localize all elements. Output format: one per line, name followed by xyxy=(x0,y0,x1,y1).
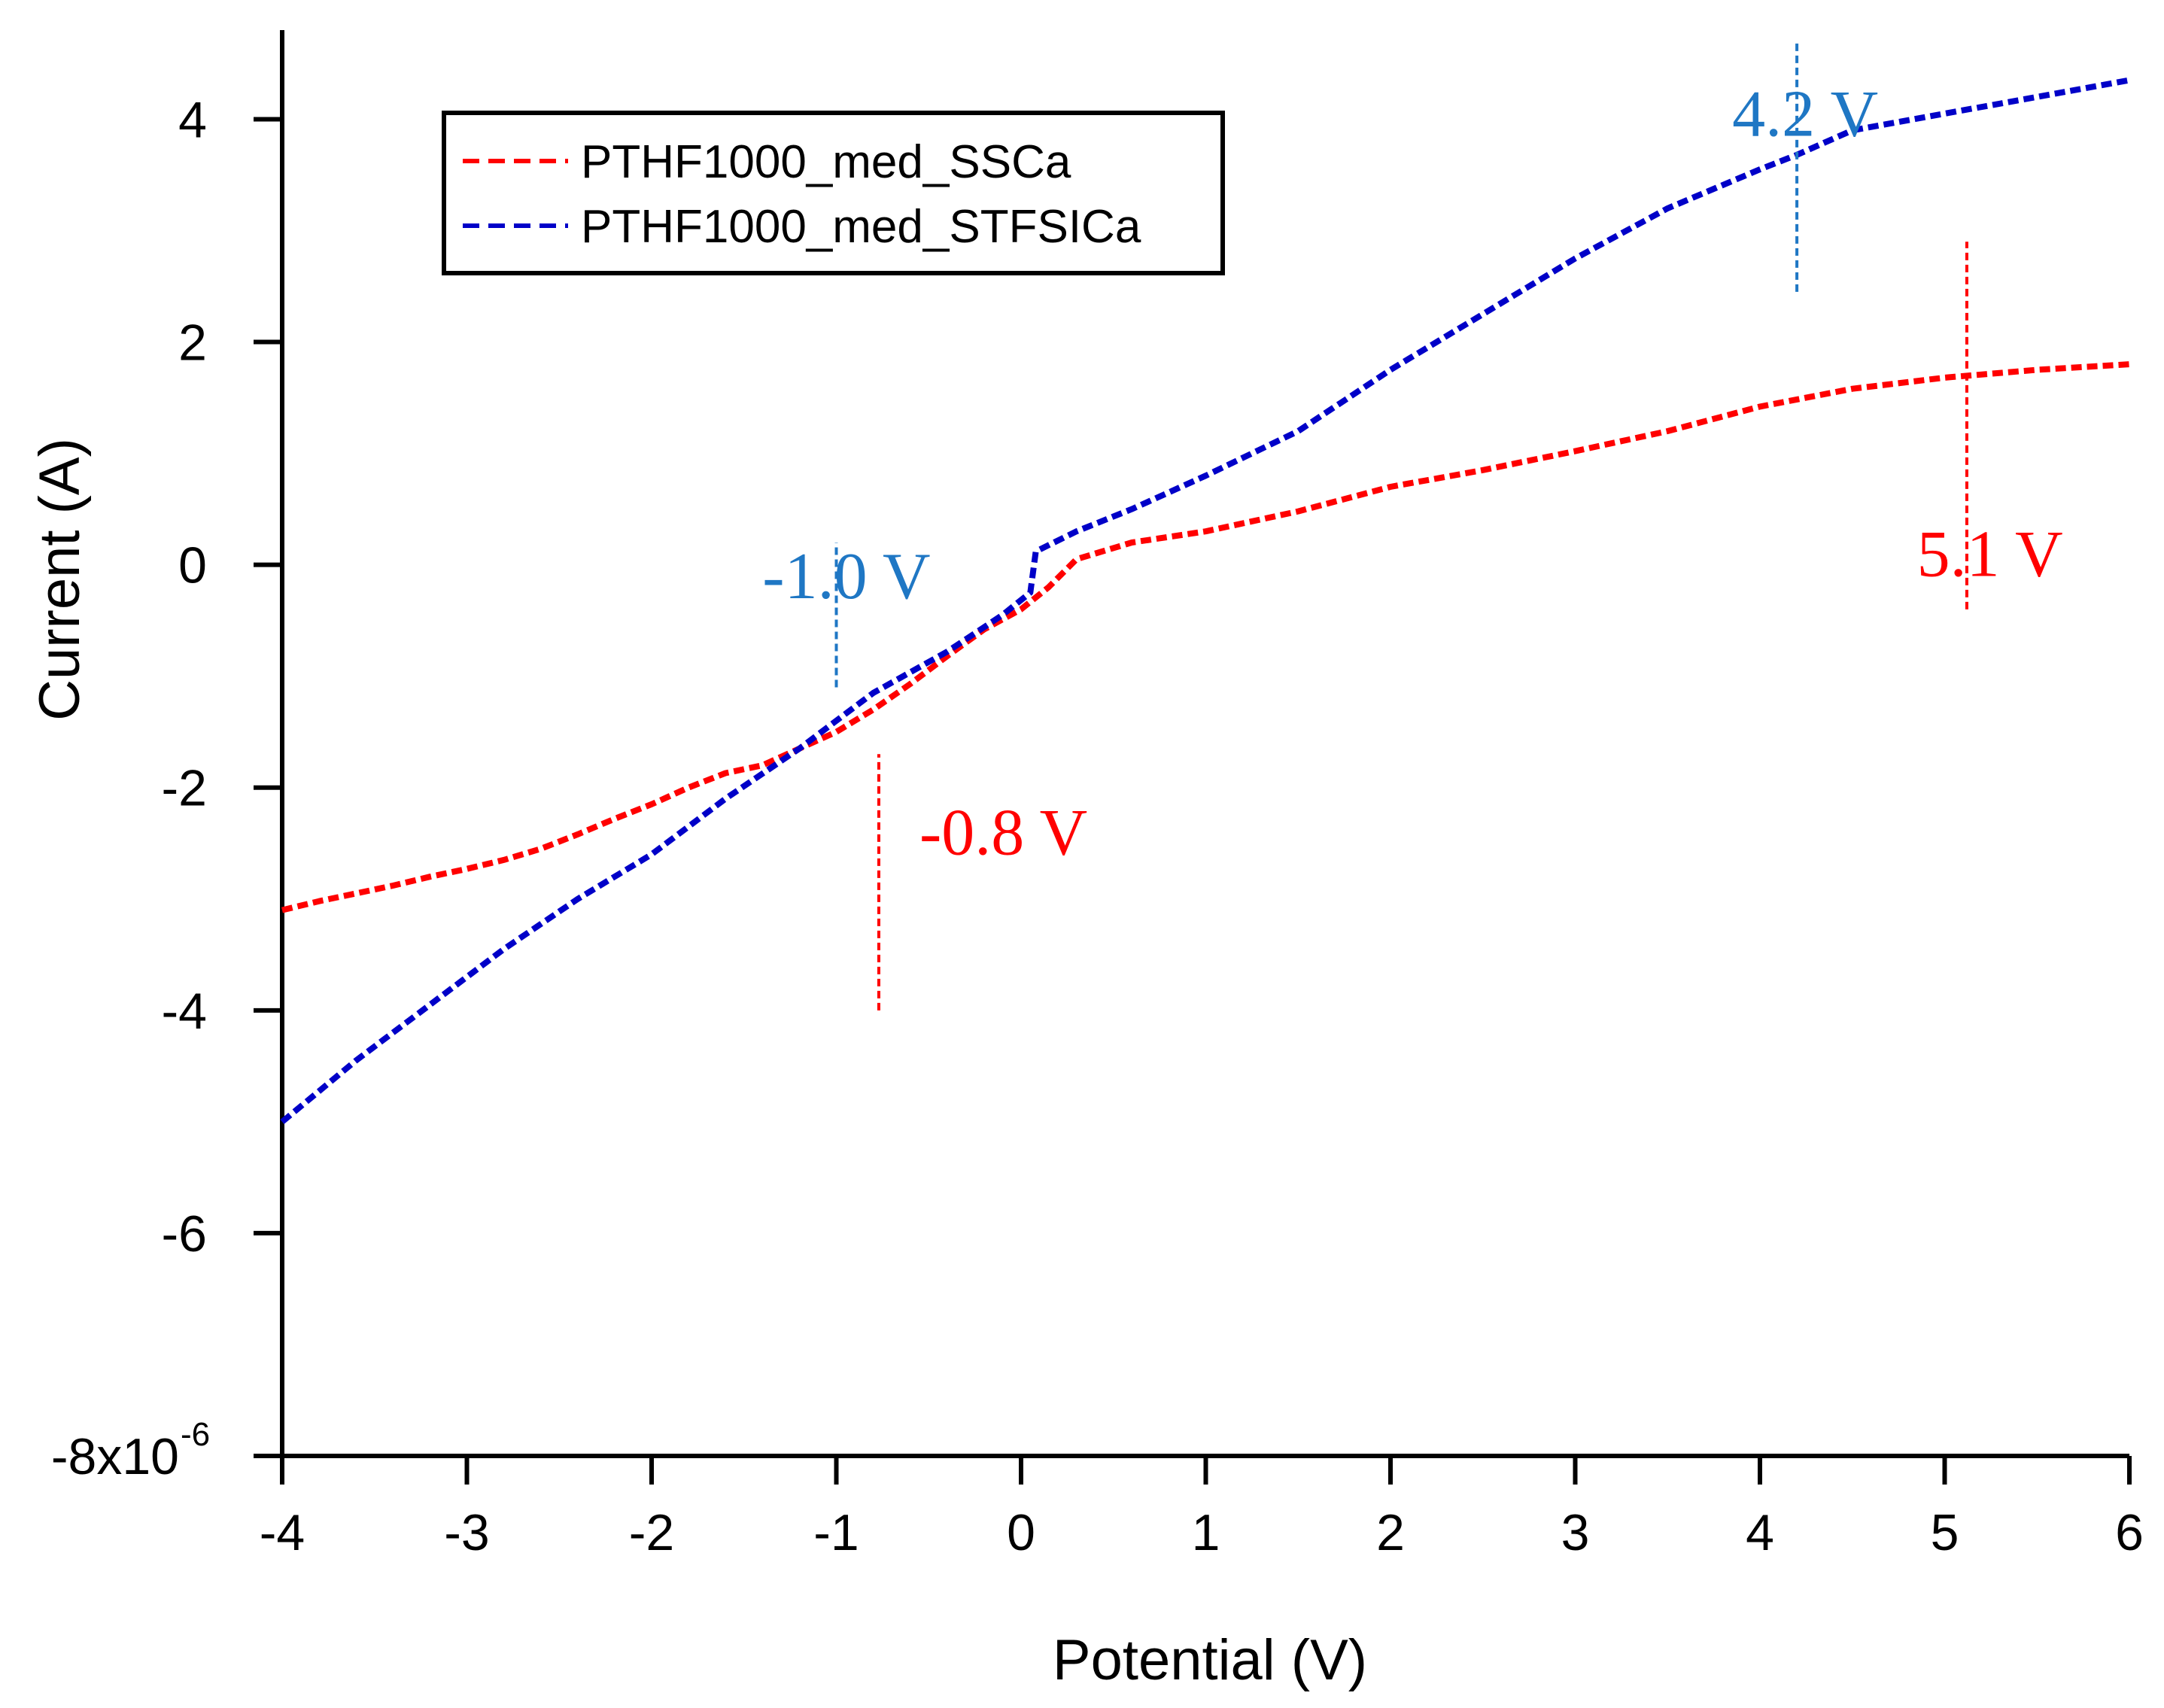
y-tick-label: 2 xyxy=(178,315,207,372)
legend-label-ssca: PTHF1000_med_SSCa xyxy=(581,136,1071,188)
y-tick-label: -4 xyxy=(162,983,207,1040)
annotation-label: -1.0 V xyxy=(762,540,930,613)
x-tick-label: -2 xyxy=(629,1504,674,1561)
x-tick-label: -4 xyxy=(260,1504,305,1561)
legend: PTHF1000_med_SSCa PTHF1000_med_STFSICa xyxy=(442,111,1225,275)
annotation-label: 5.1 V xyxy=(1917,518,2063,591)
x-tick-label: -1 xyxy=(813,1504,859,1561)
y-exponent-label: -6 xyxy=(181,1416,210,1453)
y-tick-label: 4 xyxy=(178,91,207,148)
x-tick-label: 3 xyxy=(1561,1504,1590,1561)
series-line-0 xyxy=(281,361,2130,913)
x-tick-label: 1 xyxy=(1192,1504,1220,1561)
legend-label-stfsica: PTHF1000_med_STFSICa xyxy=(581,201,1141,253)
x-tick-label: -3 xyxy=(444,1504,489,1561)
y-axis-title: Current (A) xyxy=(28,438,92,721)
series-layer xyxy=(280,77,2130,1124)
y-tick-label: -6 xyxy=(162,1205,207,1263)
x-tick-label: 5 xyxy=(1931,1504,1959,1561)
x-ticks: -4 -3 -2 -1 0 1 2 3 4 5 6 xyxy=(260,1456,2144,1561)
annotation-label: 4.2 V xyxy=(1732,78,1878,151)
y-tick-label: -8x10 xyxy=(51,1428,179,1485)
y-ticks: 420-2-4-6-8x10 -6 xyxy=(51,91,282,1485)
x-tick-label: 2 xyxy=(1376,1504,1405,1561)
x-tick-label: 0 xyxy=(1007,1504,1035,1561)
legend-box xyxy=(442,111,1225,275)
x-tick-label: 6 xyxy=(2115,1504,2144,1561)
annotation-label: -0.8 V xyxy=(919,797,1087,870)
annotation-layer: -1.0 V -0.8 V 4.2 V 5.1 V xyxy=(762,41,2063,1011)
y-tick-label: 0 xyxy=(178,537,207,594)
series-line-1 xyxy=(280,77,2130,1124)
y-tick-label: -2 xyxy=(162,760,207,817)
x-axis-title: Potential (V) xyxy=(1053,1628,1367,1692)
x-tick-label: 4 xyxy=(1746,1504,1774,1561)
